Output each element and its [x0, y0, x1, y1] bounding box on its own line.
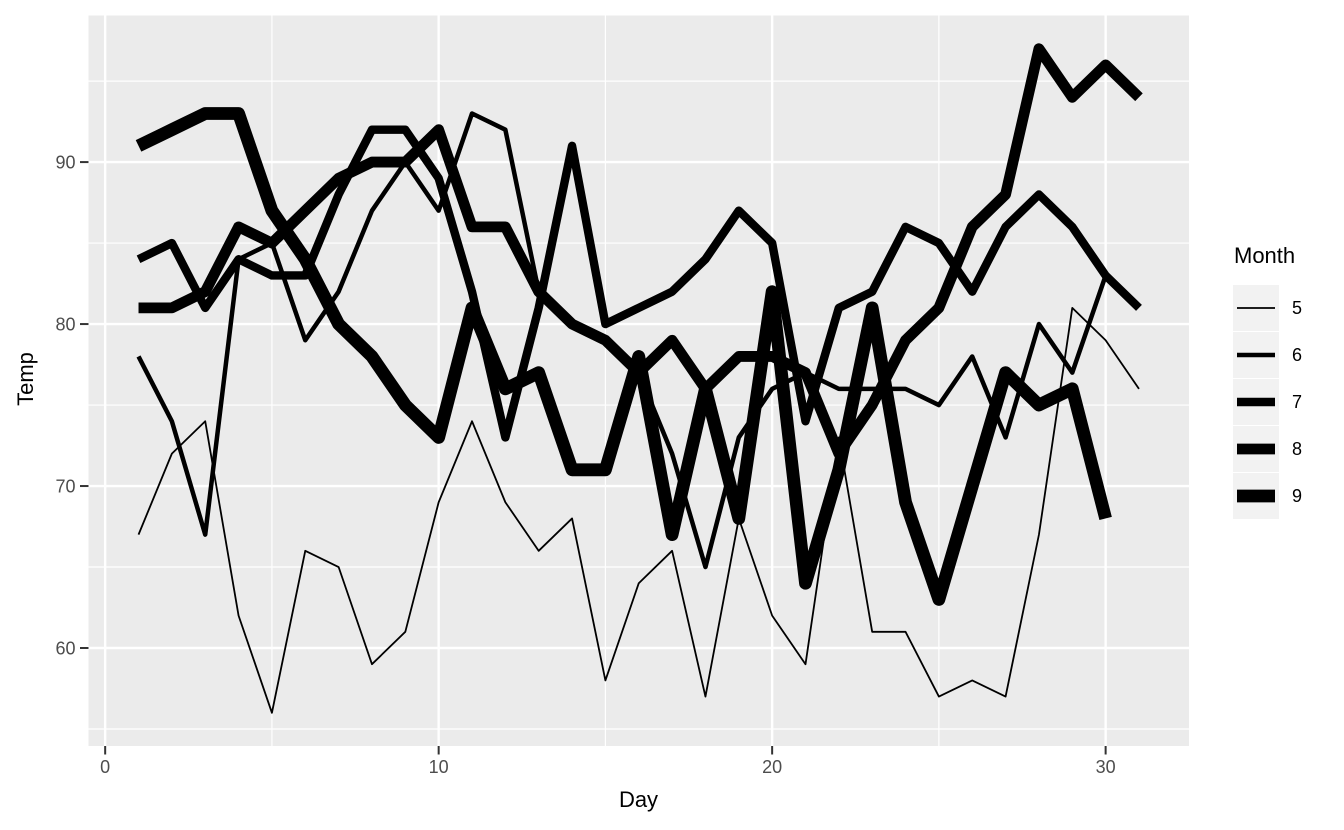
line-width-key-icon — [1233, 285, 1279, 331]
temp-line-month-7 — [136, 125, 1142, 442]
y-tick-label: 90 — [55, 153, 75, 173]
x-tick-label: 30 — [1096, 757, 1116, 777]
line-width-key-icon — [1233, 379, 1279, 425]
legend-label: 7 — [1292, 391, 1303, 412]
legend: Month 5 6 7 8 — [1233, 243, 1302, 520]
y-tick-label: 70 — [55, 477, 75, 497]
legend-item-month-5: 5 — [1233, 285, 1302, 331]
legend-item-month-9: 9 — [1233, 473, 1302, 519]
legend-label: 5 — [1292, 297, 1303, 318]
legend-label: 6 — [1292, 344, 1303, 365]
temp-line-month-5 — [137, 306, 1140, 714]
y-tick-label: 80 — [55, 315, 75, 335]
legend-item-month-8: 8 — [1233, 426, 1302, 472]
x-tick-label: 10 — [429, 757, 449, 777]
x-axis-title: Day — [618, 787, 659, 812]
y-tick-label: 60 — [55, 639, 75, 659]
x-tick-label: 20 — [762, 757, 782, 777]
y-axis-title: Temp — [13, 352, 38, 406]
line-width-key-icon — [1233, 426, 1279, 472]
line-width-key-icon — [1233, 473, 1279, 519]
legend-title: Month — [1234, 243, 1296, 268]
legend-item-month-6: 6 — [1233, 332, 1302, 378]
legend-label: 8 — [1292, 438, 1303, 459]
line-width-key-icon — [1233, 332, 1279, 378]
temp-line-month-9 — [135, 107, 1112, 606]
legend-item-month-7: 7 — [1233, 379, 1302, 425]
legend-label: 9 — [1292, 485, 1303, 506]
x-tick-label: 0 — [100, 757, 110, 777]
